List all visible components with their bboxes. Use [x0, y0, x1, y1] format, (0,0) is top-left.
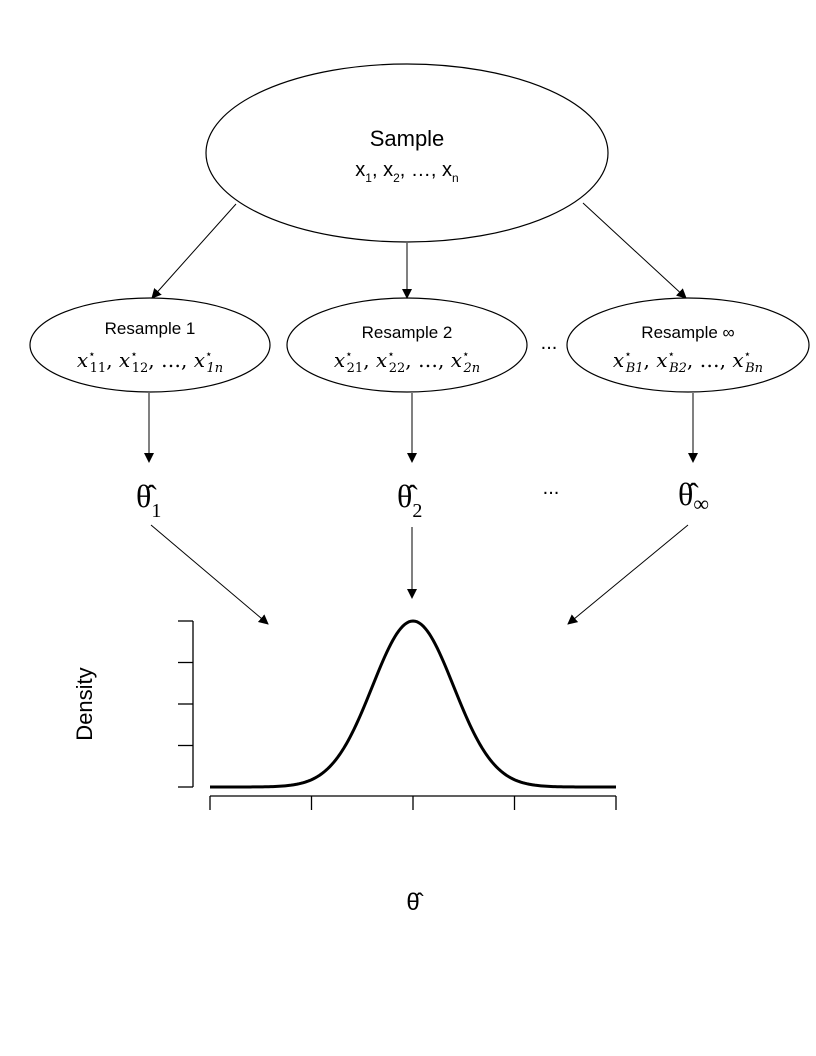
arrow-sample-to-resample-1 [151, 203, 237, 299]
resample-inf-node: Resample ∞ x⋆ B1, x⋆ B2, …, x⋆ Bn [566, 297, 810, 393]
y-axis-label: Density [72, 667, 97, 740]
sample-item-n-sub: n [452, 171, 459, 185]
resample-1-node: Resample 1 x⋆ 11, x⋆ 12, …, x⋆ 1n [29, 297, 271, 393]
arrow-stat-1-to-density [150, 524, 269, 625]
arrow-sample-to-resample-inf [582, 202, 687, 299]
sample-ellipse [205, 63, 609, 243]
resample-1-title: Resample 1 [105, 319, 196, 338]
density-curve [210, 619, 616, 789]
y-axis [178, 620, 194, 788]
sample-item-2-base: x [383, 159, 393, 181]
resample-2-items: x⋆ 21, x⋆ 22, …, x⋆ 2n [334, 347, 480, 376]
sample-item-1-sub: 1 [365, 171, 372, 185]
sample-ellipsis: … [411, 159, 431, 181]
sample-item-n-base: x [442, 159, 452, 181]
resample-2-ellipse [286, 297, 528, 393]
sample-title: Sample [370, 126, 445, 151]
sample-item-1-base: x [355, 159, 365, 181]
resample-inf-title: Resample ∞ [641, 323, 734, 342]
sample-items: x1, x2, …, xn [355, 159, 458, 185]
theta-hat-1: θ̂1 [136, 478, 161, 522]
resample-inf-items: x⋆ B1, x⋆ B2, …, x⋆ Bn [613, 347, 763, 376]
theta-hat-2: θ̂2 [397, 478, 422, 522]
theta-hat-inf: θ̂∞ [678, 476, 709, 516]
resample-gap-ellipsis: ... [541, 332, 558, 354]
resample-1-items: x⋆ 11, x⋆ 12, …, x⋆ 1n [77, 347, 223, 376]
x-axis [209, 795, 617, 810]
arrow-stat-inf-to-density [567, 524, 689, 625]
resample-2-node: Resample 2 x⋆ 21, x⋆ 22, …, x⋆ 2n [286, 297, 528, 393]
resample-inf-ellipse [566, 297, 810, 393]
resample-1-ellipse [29, 297, 271, 393]
density-plot: Density θ̂ [72, 619, 617, 916]
stat-gap-ellipsis: ... [543, 477, 560, 499]
x-axis-label: θ̂ [406, 889, 423, 916]
resample-2-title: Resample 2 [362, 323, 453, 342]
sample-node: Sample x1, x2, …, xn [205, 63, 609, 243]
sample-item-2-sub: 2 [393, 171, 400, 185]
